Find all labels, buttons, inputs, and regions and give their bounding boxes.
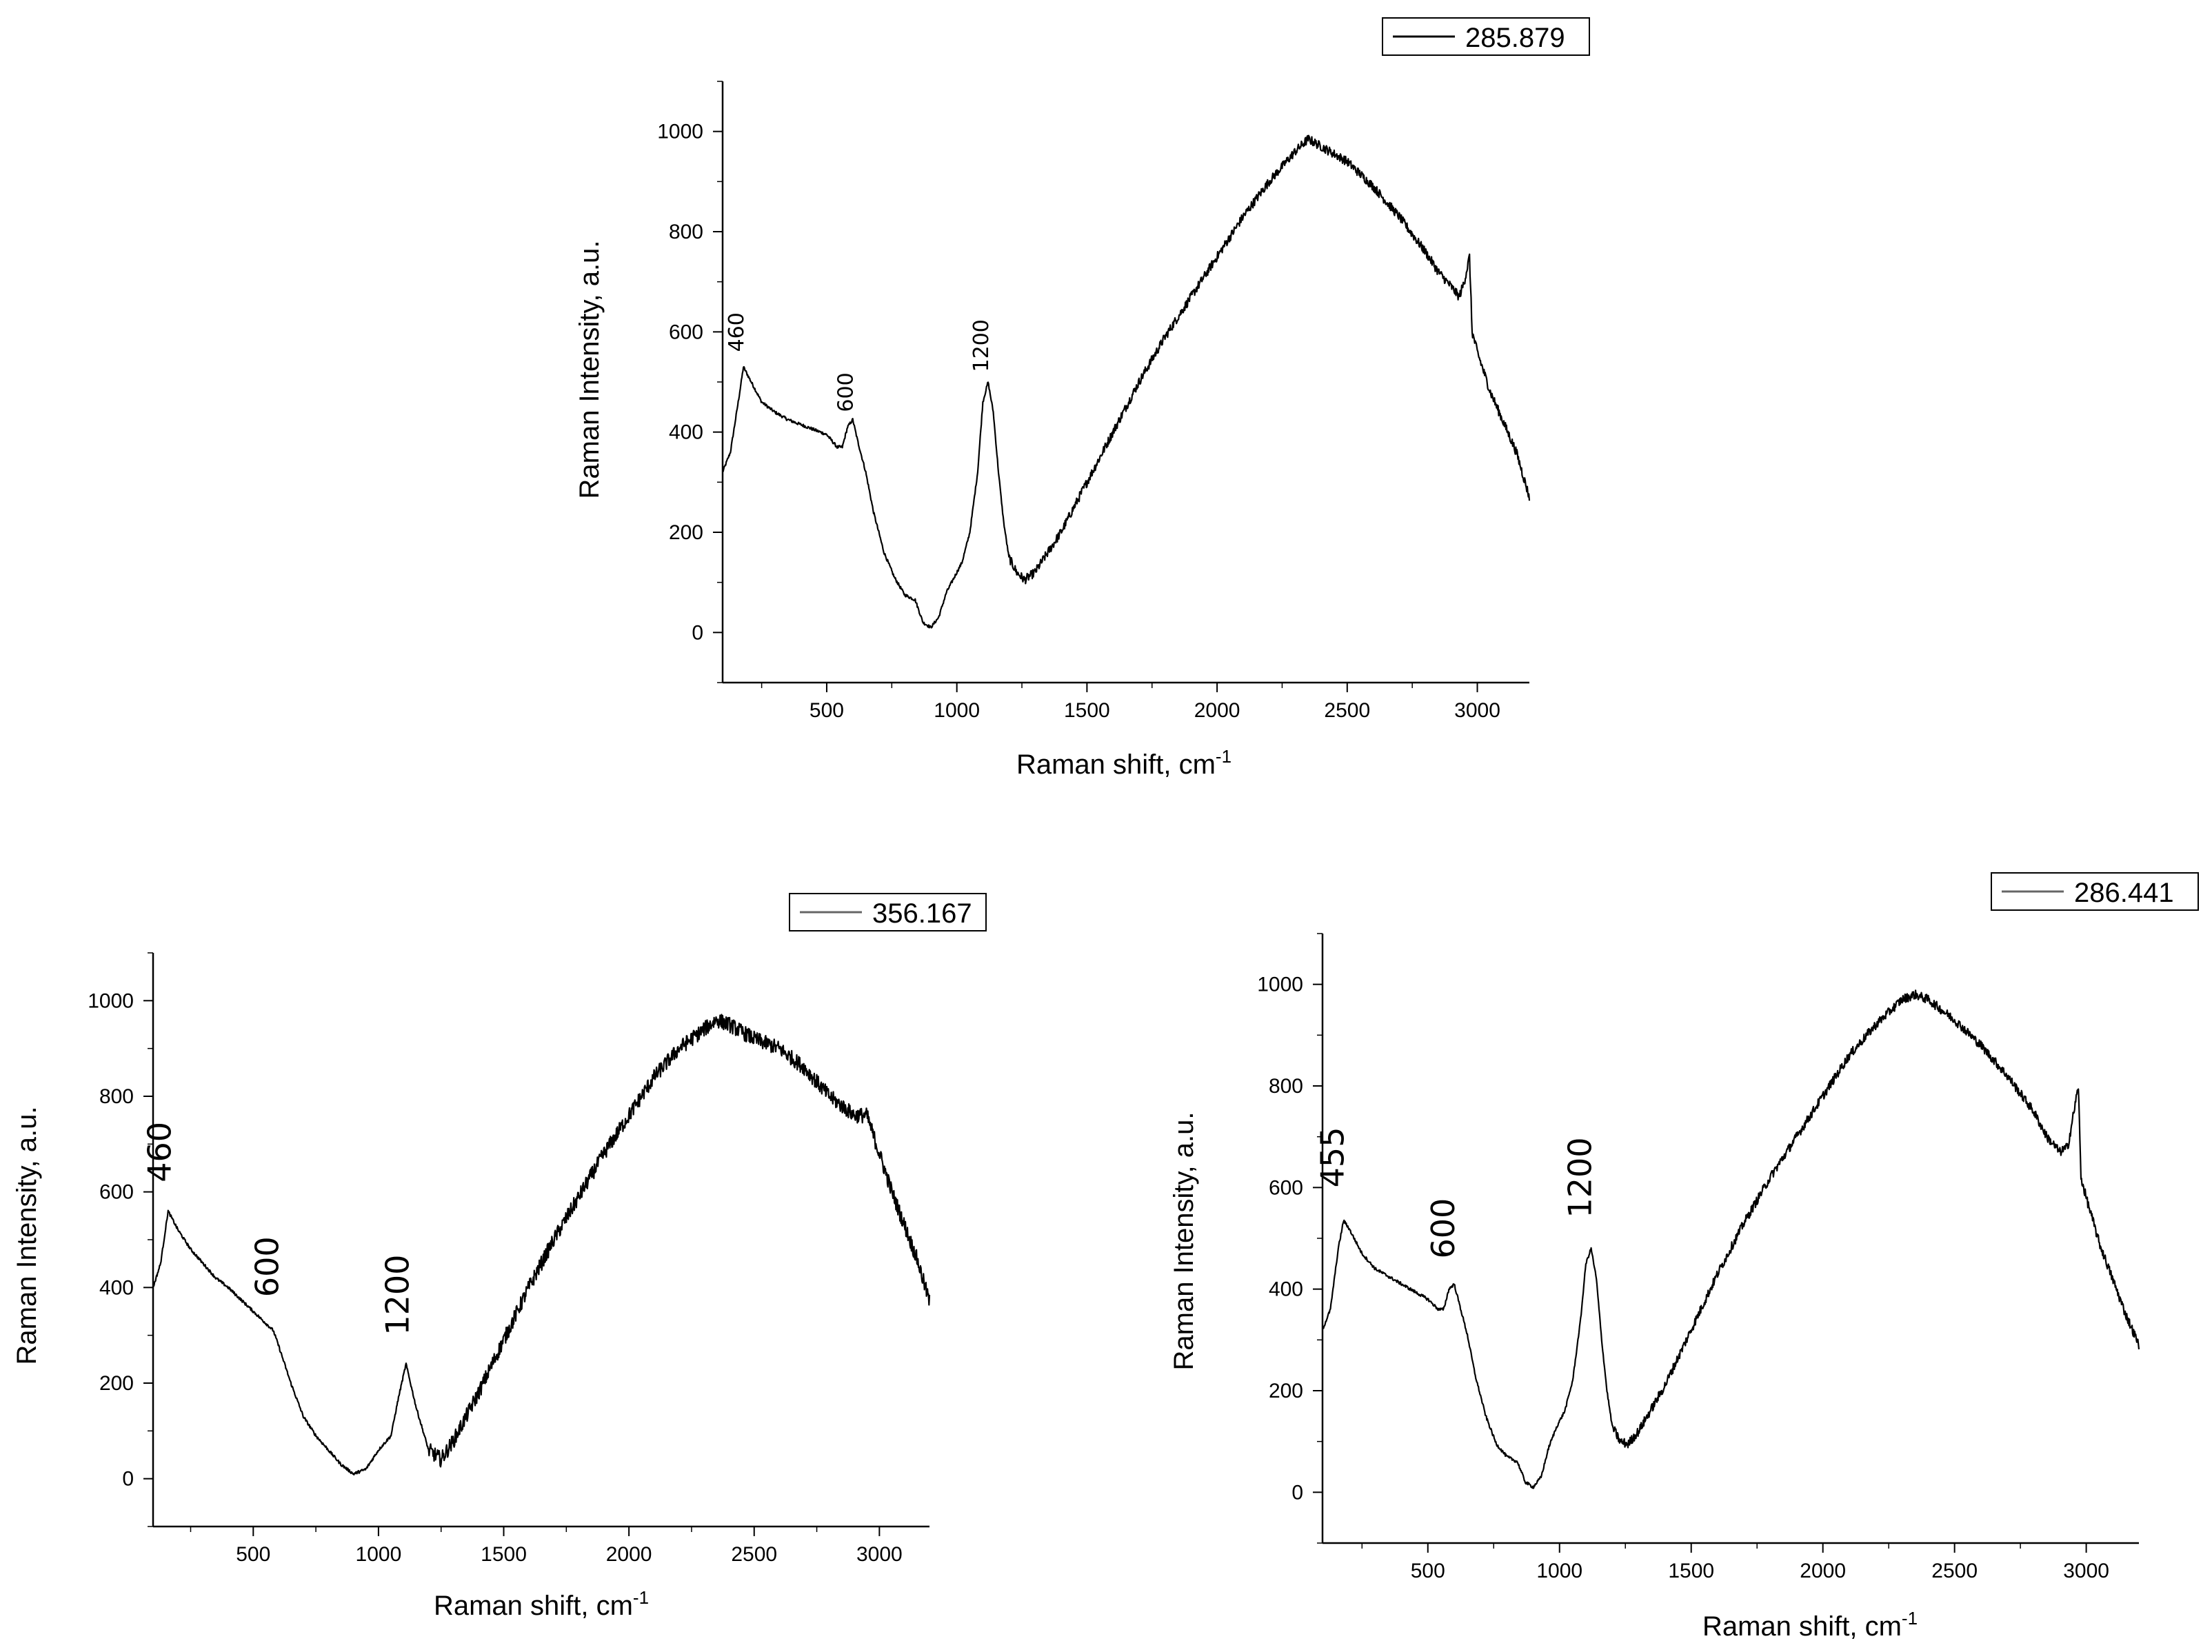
y-tick-label: 200 <box>669 521 703 544</box>
x-tick-label: 2500 <box>1931 1560 1978 1582</box>
y-tick-label: 1000 <box>657 121 703 143</box>
y-tick-label: 600 <box>99 1181 134 1204</box>
chart-top: 285.879 Raman shift, cm-1 Raman Intensit… <box>574 17 1590 780</box>
x-tick-label: 2500 <box>731 1543 777 1566</box>
x-tick-label: 2000 <box>1800 1560 1846 1582</box>
legend-box: 286.441 <box>1991 872 2199 911</box>
y-axis-title: Raman Intensity, a.u. <box>1169 1112 1199 1371</box>
y-tick-label: 0 <box>692 621 703 644</box>
x-tick-label: 2000 <box>1194 699 1240 722</box>
y-tick-label: 400 <box>669 421 703 444</box>
x-tick-label: 1000 <box>356 1543 402 1566</box>
y-tick-label: 800 <box>669 221 703 243</box>
x-tick-label: 1500 <box>1668 1560 1714 1582</box>
x-tick-label: 2000 <box>606 1543 652 1566</box>
y-tick-label: 0 <box>122 1468 134 1491</box>
x-axis-title: Raman shift, cm-1 <box>1016 746 1231 780</box>
y-tick-label: 1000 <box>1257 974 1303 996</box>
x-axis-title: Raman shift, cm-1 <box>434 1587 649 1621</box>
peak-label: 1200 <box>379 1255 416 1336</box>
x-tick-label: 3000 <box>1454 699 1500 722</box>
y-axis-title: Raman Intensity, a.u. <box>574 241 605 499</box>
x-tick-label: 3000 <box>856 1543 903 1566</box>
chart-bottom-right: 286.441 Raman shift, cm-1 Raman Intensit… <box>1169 872 2199 1642</box>
legend-label: 286.441 <box>2074 878 2174 908</box>
y-tick-label: 600 <box>1269 1176 1303 1199</box>
y-tick-label: 600 <box>669 321 703 343</box>
x-tick-label: 1000 <box>1536 1560 1582 1582</box>
y-tick-label: 800 <box>99 1085 134 1108</box>
y-tick-label: 400 <box>99 1276 134 1299</box>
peak-label: 455 <box>1314 1127 1351 1188</box>
legend-label: 285.879 <box>1465 23 1565 53</box>
peak-label: 1200 <box>969 319 994 372</box>
x-axis-title: Raman shift, cm-1 <box>1702 1608 1918 1642</box>
y-tick-label: 400 <box>1269 1278 1303 1301</box>
peak-label: 600 <box>249 1236 286 1297</box>
x-tick-label: 1500 <box>481 1543 527 1566</box>
x-tick-label: 500 <box>810 699 844 722</box>
peak-label: 600 <box>834 372 858 412</box>
peak-label: 460 <box>141 1122 178 1182</box>
legend-label: 356.167 <box>872 898 972 929</box>
x-tick-label: 1500 <box>1064 699 1110 722</box>
y-tick-label: 0 <box>1291 1481 1303 1504</box>
x-tick-label: 500 <box>1411 1560 1445 1582</box>
x-tick-label: 1000 <box>934 699 980 722</box>
y-tick-label: 200 <box>99 1372 134 1395</box>
legend-box: 285.879 <box>1382 17 1590 56</box>
x-tick-label: 500 <box>236 1543 270 1566</box>
y-axis-title: Raman Intensity, a.u. <box>12 1107 42 1365</box>
peak-label: 460 <box>725 312 749 352</box>
peak-label: 600 <box>1425 1198 1462 1259</box>
y-tick-label: 800 <box>1269 1075 1303 1098</box>
series-line <box>722 134 1531 629</box>
y-tick-label: 1000 <box>88 989 134 1012</box>
series-line <box>1322 989 2140 1489</box>
peak-label: 1200 <box>1562 1137 1599 1218</box>
legend-box: 356.167 <box>789 893 987 931</box>
x-tick-label: 3000 <box>2063 1560 2109 1582</box>
y-tick-label: 200 <box>1269 1380 1303 1402</box>
chart-bottom-left: 356.167 Raman shift, cm-1 Raman Intensit… <box>12 893 987 1621</box>
series-line <box>152 1014 931 1475</box>
x-tick-label: 2500 <box>1324 699 1370 722</box>
